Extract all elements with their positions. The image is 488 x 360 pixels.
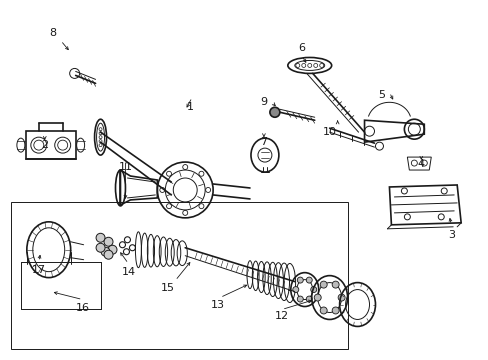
Text: 11: 11 [118, 162, 132, 172]
Circle shape [104, 237, 113, 246]
Circle shape [331, 307, 339, 314]
Circle shape [297, 277, 303, 283]
Circle shape [314, 294, 321, 301]
Circle shape [337, 294, 345, 301]
Circle shape [101, 247, 110, 256]
Text: 2: 2 [41, 140, 48, 150]
Circle shape [96, 243, 105, 252]
Text: 12: 12 [274, 311, 288, 321]
Text: 8: 8 [49, 28, 56, 37]
Circle shape [320, 281, 326, 288]
Circle shape [331, 281, 339, 288]
Text: 14: 14 [121, 267, 135, 276]
Bar [11, 202, 347, 349]
Text: 3: 3 [447, 230, 454, 240]
Text: 9: 9 [260, 97, 267, 107]
Circle shape [310, 287, 316, 293]
Text: 16: 16 [76, 302, 89, 312]
Circle shape [108, 245, 117, 254]
Text: 7: 7 [260, 137, 267, 147]
Text: 5: 5 [377, 90, 384, 100]
Circle shape [305, 277, 312, 283]
Text: 17: 17 [32, 265, 46, 275]
Circle shape [305, 296, 312, 302]
Circle shape [292, 287, 298, 293]
Circle shape [320, 307, 326, 314]
Circle shape [96, 233, 105, 242]
Circle shape [269, 107, 279, 117]
Text: 13: 13 [211, 300, 224, 310]
Circle shape [104, 250, 113, 259]
Text: 1: 1 [186, 102, 193, 112]
Text: 4: 4 [417, 159, 424, 169]
Text: 15: 15 [161, 283, 175, 293]
Circle shape [297, 296, 303, 302]
Text: 10: 10 [322, 127, 336, 137]
Text: 6: 6 [298, 42, 305, 53]
